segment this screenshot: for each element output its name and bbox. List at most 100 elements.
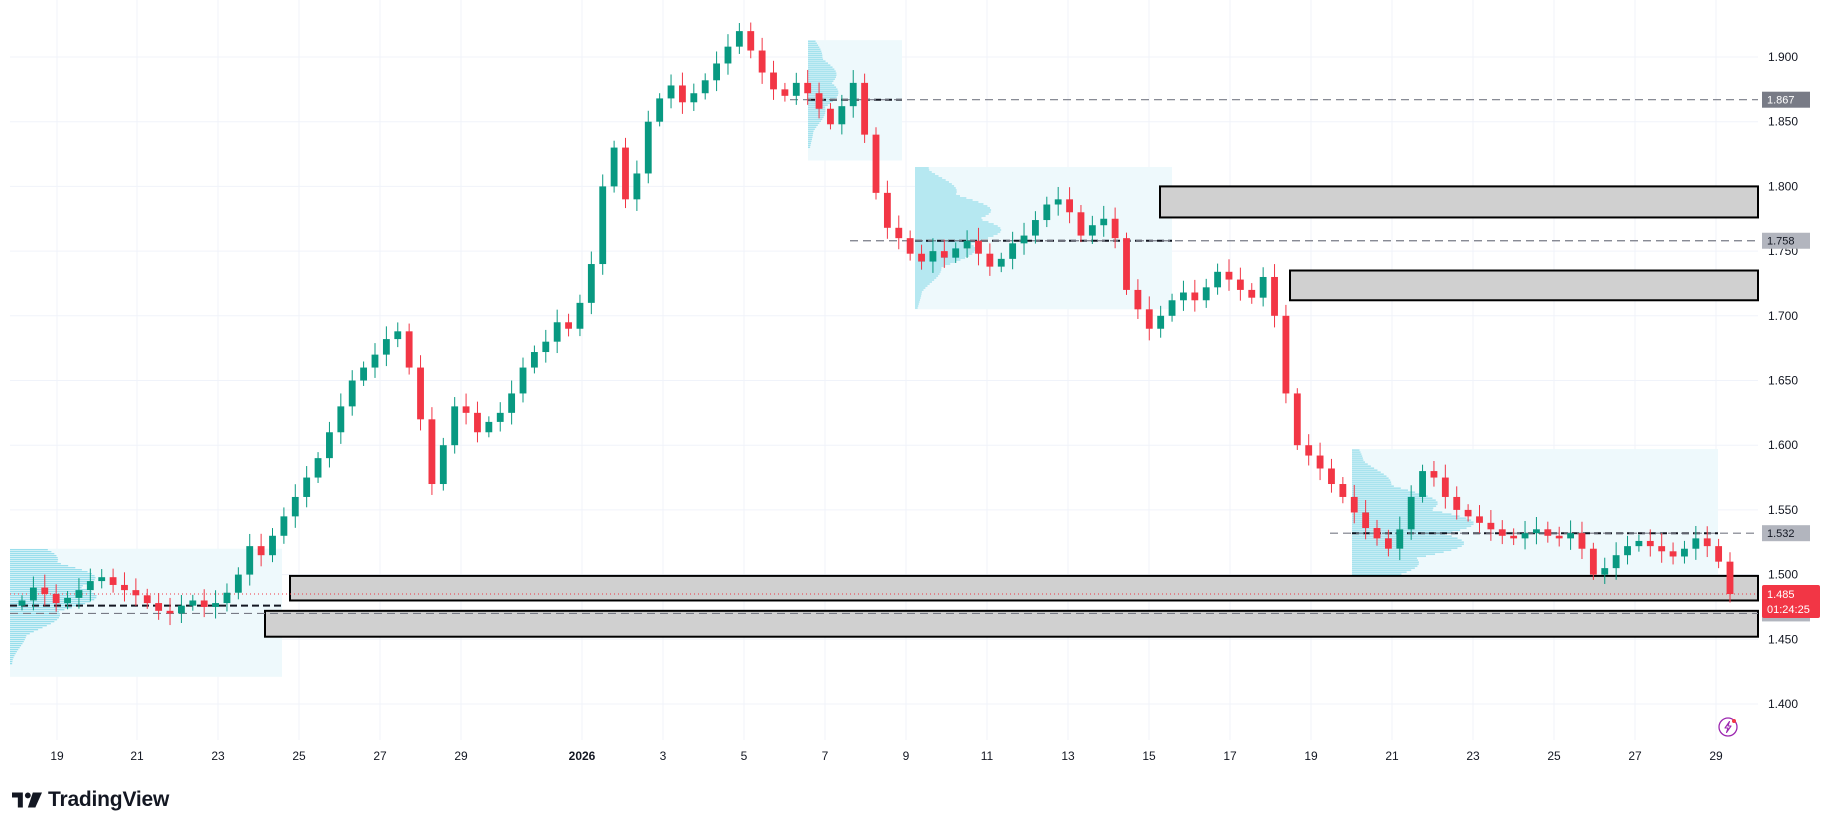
price-chart[interactable]: 1.9001.8501.8001.7501.7001.6501.6001.550… xyxy=(0,0,1835,780)
candle-body xyxy=(64,597,71,604)
x-tick-label: 23 xyxy=(211,749,225,763)
candle-body xyxy=(1441,477,1449,497)
candle-body xyxy=(1692,538,1700,549)
candle-body xyxy=(280,516,288,536)
candle-body xyxy=(1111,218,1119,239)
candle-body xyxy=(1066,199,1073,213)
candle-body xyxy=(1134,289,1142,310)
candle-body xyxy=(405,331,413,368)
candle-body xyxy=(496,412,504,422)
candle-body xyxy=(895,227,903,239)
candle-body xyxy=(1339,484,1347,497)
supply-demand-zones xyxy=(264,185,1759,638)
candle-body xyxy=(314,458,322,478)
x-tick-label: 25 xyxy=(1547,749,1561,763)
candle-body xyxy=(18,600,26,606)
candle-body xyxy=(348,380,356,407)
candle-body xyxy=(1567,533,1575,539)
candle-body xyxy=(633,173,641,200)
last-price-text: 1.485 xyxy=(1767,589,1795,601)
candle-body xyxy=(929,251,937,262)
candle-body xyxy=(975,240,982,254)
candle-body xyxy=(735,31,743,47)
candle-body xyxy=(644,121,652,174)
candle-body xyxy=(1100,218,1108,226)
candle-body xyxy=(804,82,812,94)
last-price-badge xyxy=(1762,585,1820,619)
price-level-badge-text: 1.758 xyxy=(1767,236,1795,248)
candle-body xyxy=(906,238,914,254)
candle-body xyxy=(815,93,823,109)
candle-body xyxy=(1031,220,1039,236)
tradingview-brand[interactable]: TradingView xyxy=(12,785,169,815)
candle-body xyxy=(1521,533,1529,539)
candle-body xyxy=(713,63,721,81)
candle-body xyxy=(485,421,493,433)
candle-body xyxy=(508,393,516,413)
candle-body xyxy=(121,584,128,591)
candle-body xyxy=(1464,509,1472,517)
candle-body xyxy=(1430,471,1438,478)
time-axis[interactable]: 19 21 23 25 27 29 2026 3 5 7 9 11 13 15 17 19 21 23 25 27 29 xyxy=(50,749,1723,763)
x-tick-label: 21 xyxy=(1385,749,1399,763)
candle-body xyxy=(1555,535,1563,539)
x-tick-label: 3 xyxy=(660,749,667,763)
candle-body xyxy=(1419,471,1426,497)
y-tick-label: 1.450 xyxy=(1768,632,1798,646)
candle-body xyxy=(542,341,550,353)
y-tick-label: 1.500 xyxy=(1768,568,1798,582)
candle-body xyxy=(371,354,379,368)
candle-body xyxy=(234,574,242,593)
candle-body xyxy=(1658,546,1666,552)
candle-body xyxy=(1453,496,1461,510)
candle-body xyxy=(519,367,527,394)
candle-body xyxy=(986,253,994,267)
candle-body xyxy=(462,406,470,413)
x-tick-label: 13 xyxy=(1061,749,1075,763)
candle-body xyxy=(1646,540,1654,547)
candle-body xyxy=(246,546,254,575)
candle-body xyxy=(52,594,60,604)
candle-body xyxy=(269,535,276,556)
candle-body xyxy=(41,587,49,595)
y-tick-label: 1.650 xyxy=(1768,374,1798,388)
candle-body xyxy=(940,251,948,258)
candle-body xyxy=(98,577,106,582)
candle-body xyxy=(29,587,37,601)
candle-body xyxy=(770,72,777,90)
candle-body xyxy=(1681,548,1688,557)
y-tick-label: 1.700 xyxy=(1768,309,1798,323)
candle-body xyxy=(1589,548,1597,575)
x-tick-label: 27 xyxy=(373,749,387,763)
candle-body xyxy=(155,603,163,611)
candle-body xyxy=(382,339,390,355)
lightning-icon[interactable] xyxy=(1718,717,1738,737)
price-level-badge-text: 1.532 xyxy=(1767,528,1795,540)
candle-body xyxy=(474,412,481,433)
price-level-badge xyxy=(1762,232,1810,249)
candle-body xyxy=(1145,309,1153,329)
candle-body xyxy=(1180,292,1187,301)
candle-body xyxy=(166,610,174,614)
x-tick-label: 29 xyxy=(1709,749,1723,763)
x-tick-label: 15 xyxy=(1142,749,1156,763)
candle-body xyxy=(679,85,686,103)
candle-body xyxy=(690,93,698,103)
price-level-badge xyxy=(1762,91,1810,108)
price-level-badge xyxy=(1762,525,1810,542)
candle-body xyxy=(1157,315,1165,329)
candle-body xyxy=(257,546,265,556)
candle-body xyxy=(189,600,197,606)
candle-body xyxy=(1498,529,1506,536)
candle-body xyxy=(587,264,595,303)
candle-body xyxy=(701,80,709,94)
candle-body xyxy=(337,406,345,433)
x-tick-label: 21 xyxy=(130,749,144,763)
candle-body xyxy=(143,595,151,604)
candle-body xyxy=(1669,551,1677,557)
candle-body xyxy=(1578,533,1586,549)
candle-body xyxy=(1612,555,1620,569)
candle-body xyxy=(1202,287,1210,301)
candle-body xyxy=(1350,496,1358,513)
brand-name: TradingView xyxy=(48,788,170,811)
